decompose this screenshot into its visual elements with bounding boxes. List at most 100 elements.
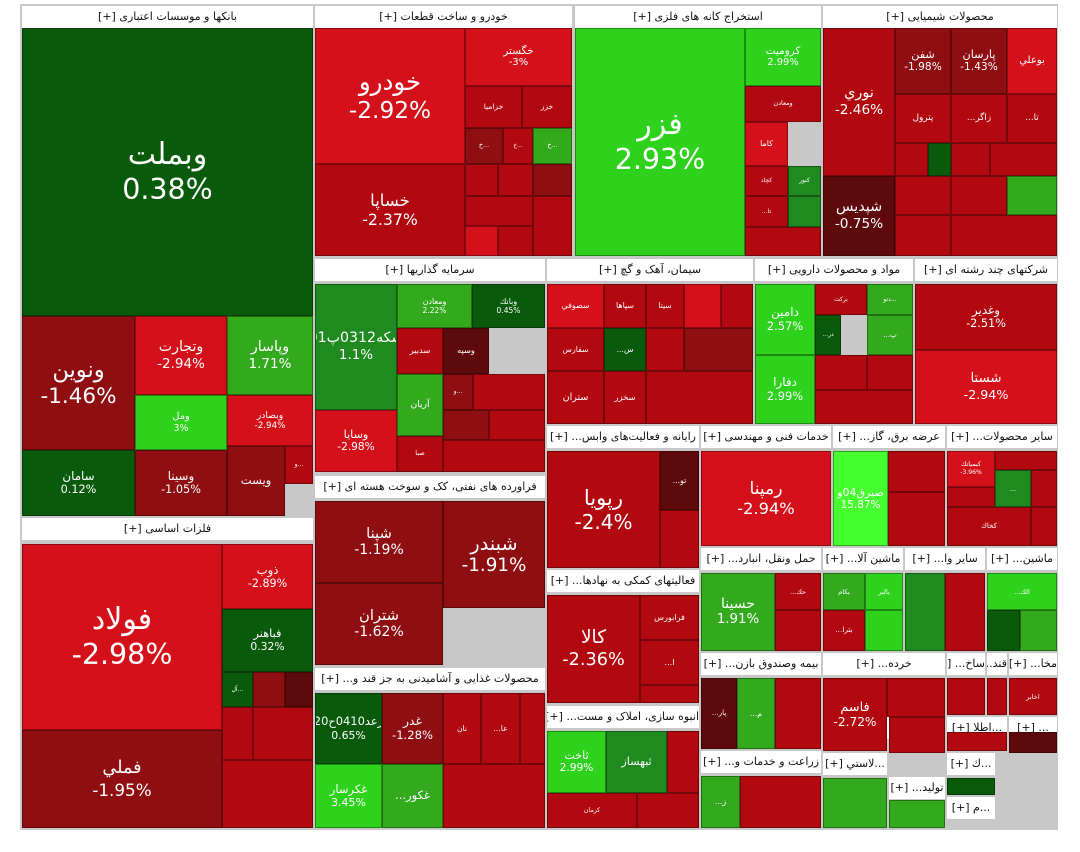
- stock-tile-small[interactable]: [951, 143, 990, 176]
- sector-header[interactable]: سیمان، آهک و گچ [+]: [547, 259, 753, 281]
- stock-tile[interactable]: سصوفي: [547, 284, 604, 328]
- sector[interactable]: شرکتهای چند رشته ای [+] وغدير -2.51% شستا -2…: [915, 259, 1057, 424]
- stock-tile-small[interactable]: [443, 440, 545, 472]
- stock-tile-small[interactable]: [1009, 732, 1057, 753]
- stock-tile[interactable]: شستا -2.94%: [915, 350, 1057, 424]
- sector-header[interactable]: ...لاستي [+]: [823, 753, 887, 775]
- stock-tile[interactable]: سفارس: [547, 328, 604, 371]
- stock-tile-small[interactable]: [947, 678, 985, 715]
- sector-header[interactable]: فراورده های نفتی، کک و سوخت هسته ای [+]: [315, 476, 545, 498]
- sector[interactable]: بیمه وصندوق بازن... [+] ...پار ...م: [701, 653, 821, 749]
- sector[interactable]: ...م [+]: [947, 797, 995, 828]
- stock-tile-small[interactable]: [888, 492, 945, 546]
- stock-tile[interactable]: ...زاگر: [951, 94, 1007, 143]
- stock-tile-small[interactable]: [637, 793, 699, 828]
- stock-tile-small[interactable]: [987, 678, 1007, 715]
- stock-tile-small[interactable]: [895, 176, 951, 215]
- sector[interactable]: محصولات شیمیایی [+] نوري -2.46% شفن -1.98% پا…: [823, 6, 1057, 256]
- stock-tile[interactable]: سدبير: [397, 328, 443, 374]
- stock-tile-small[interactable]: [947, 778, 995, 795]
- sector-header[interactable]: بیمه وصندوق بازن... [+]: [701, 653, 821, 675]
- stock-tile[interactable]: خساپا -2.37%: [315, 164, 465, 256]
- stock-tile[interactable]: ویست: [227, 446, 285, 516]
- stock-tile[interactable]: فزر 2.93%: [575, 28, 745, 256]
- stock-tile-small[interactable]: [887, 678, 945, 717]
- stock-tile[interactable]: ...پار: [701, 678, 737, 749]
- sector-header[interactable]: سرمايه گذاريها [+]: [315, 259, 545, 281]
- stock-tile[interactable]: غكرسار 3.45%: [315, 764, 382, 828]
- stock-tile-small[interactable]: [1020, 610, 1057, 651]
- sector-header[interactable]: خرده... [+]: [823, 653, 945, 675]
- stock-tile[interactable]: بالبر: [865, 573, 903, 610]
- stock-tile[interactable]: ...تو: [660, 451, 699, 510]
- stock-tile-small[interactable]: [995, 451, 1057, 470]
- stock-tile[interactable]: فولاد -2.98%: [22, 544, 222, 730]
- stock-tile-small[interactable]: [253, 672, 285, 707]
- stock-tile-small[interactable]: [895, 143, 928, 176]
- stock-tile-small[interactable]: [1007, 176, 1057, 215]
- stock-tile[interactable]: ...بترا: [823, 610, 865, 651]
- stock-tile-small[interactable]: [928, 143, 951, 176]
- sector[interactable]: ...لاستي [+]: [823, 753, 887, 778]
- stock-tile[interactable]: ...ا: [640, 640, 699, 685]
- stock-tile[interactable]: ثاخت 2.99%: [547, 731, 606, 793]
- stock-tile[interactable]: رمپنا -2.94%: [701, 451, 831, 546]
- stock-tile-small[interactable]: [1031, 507, 1057, 546]
- stock-tile[interactable]: كرمان: [547, 793, 637, 828]
- stock-tile[interactable]: کالا -2.36%: [547, 595, 640, 703]
- stock-tile-small[interactable]: [745, 227, 821, 256]
- stock-tile[interactable]: ستران: [547, 371, 604, 424]
- stock-tile[interactable]: ...ز: [701, 776, 740, 828]
- stock-tile[interactable]: پارسان -1.43%: [951, 28, 1007, 94]
- stock-tile[interactable]: و...: [285, 446, 313, 484]
- stock-tile[interactable]: ...الك: [987, 573, 1057, 610]
- stock-tile[interactable]: خ...: [533, 128, 572, 164]
- stock-tile[interactable]: فباهنر 0.32%: [222, 609, 313, 672]
- stock-tile[interactable]: سپاها: [604, 284, 646, 328]
- stock-tile[interactable]: رپويا -2.4%: [547, 451, 660, 568]
- stock-tile[interactable]: کنور: [788, 166, 821, 196]
- stock-tile[interactable]: فاسم -2.72%: [823, 678, 887, 751]
- sector-header[interactable]: ساخ... [+]: [947, 653, 985, 675]
- stock-tile[interactable]: وبصادر -2.94%: [227, 395, 313, 446]
- stock-tile-small[interactable]: [520, 693, 545, 764]
- stock-tile[interactable]: شپنا -1.19%: [315, 501, 443, 583]
- stock-tile[interactable]: خ...: [503, 128, 533, 164]
- stock-tile-small[interactable]: [443, 764, 545, 828]
- stock-tile-small[interactable]: [646, 328, 684, 371]
- stock-tile[interactable]: بكام: [823, 573, 865, 610]
- stock-tile-small[interactable]: [498, 164, 533, 196]
- stock-tile[interactable]: پترول: [895, 94, 951, 143]
- stock-tile-small[interactable]: [253, 707, 313, 760]
- stock-tile[interactable]: آريان: [397, 374, 443, 436]
- stock-tile[interactable]: ...غكور: [382, 764, 443, 828]
- sector[interactable]: مخا... [+] اخابر: [1009, 653, 1057, 715]
- stock-tile[interactable]: سامان 0.12%: [22, 450, 135, 516]
- stock-tile[interactable]: زعد0410ح20 0.65%: [315, 693, 382, 764]
- stock-tile-small[interactable]: [867, 355, 913, 390]
- sector-header[interactable]: تولید... [+]: [889, 777, 945, 799]
- stock-tile[interactable]: نان: [443, 693, 481, 764]
- stock-tile[interactable]: صبرق04و 15.87%: [833, 451, 888, 546]
- stock-tile[interactable]: دفارا 2.99%: [755, 355, 815, 424]
- stock-tile-small[interactable]: [222, 707, 253, 760]
- stock-tile-small[interactable]: [1031, 470, 1057, 507]
- stock-tile[interactable]: ...س: [604, 328, 646, 371]
- stock-tile-small[interactable]: [951, 215, 1057, 256]
- stock-tile-small[interactable]: [951, 176, 1007, 215]
- sector-header[interactable]: شرکتهای چند رشته ای [+]: [915, 259, 1057, 281]
- sector-header[interactable]: خدمات فنی و مهندسی [+]: [701, 426, 831, 448]
- stock-tile[interactable]: ...تا: [1007, 94, 1057, 143]
- stock-tile[interactable]: کروميت 2.99%: [745, 28, 821, 86]
- stock-tile[interactable]: حسينا 1.91%: [701, 573, 775, 651]
- stock-tile[interactable]: وبملت 0.38%: [22, 28, 313, 316]
- stock-tile[interactable]: وسپه: [443, 328, 489, 374]
- sector-header[interactable]: سایر محصولات... [+]: [947, 426, 1057, 448]
- stock-tile[interactable]: ...عا: [481, 693, 520, 764]
- stock-tile[interactable]: خگستر -3%: [465, 28, 572, 86]
- stock-tile-small[interactable]: [473, 374, 545, 410]
- sector-header[interactable]: زراعت و خدمات و... [+]: [701, 751, 821, 773]
- stock-tile[interactable]: نوري -2.46%: [823, 28, 895, 176]
- sector-header[interactable]: ...م [+]: [947, 797, 995, 819]
- stock-tile[interactable]: بوعلي: [1007, 28, 1057, 94]
